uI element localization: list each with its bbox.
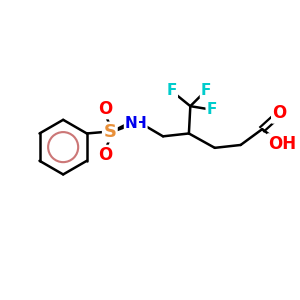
Text: O: O: [98, 146, 112, 164]
Text: OH: OH: [268, 134, 296, 152]
Text: H: H: [134, 116, 146, 131]
Text: O: O: [98, 100, 112, 118]
Text: F: F: [201, 83, 211, 98]
Text: F: F: [207, 101, 217, 116]
Text: F: F: [167, 83, 177, 98]
Text: S: S: [103, 123, 116, 141]
Text: O: O: [272, 104, 286, 122]
Text: N: N: [125, 116, 138, 131]
